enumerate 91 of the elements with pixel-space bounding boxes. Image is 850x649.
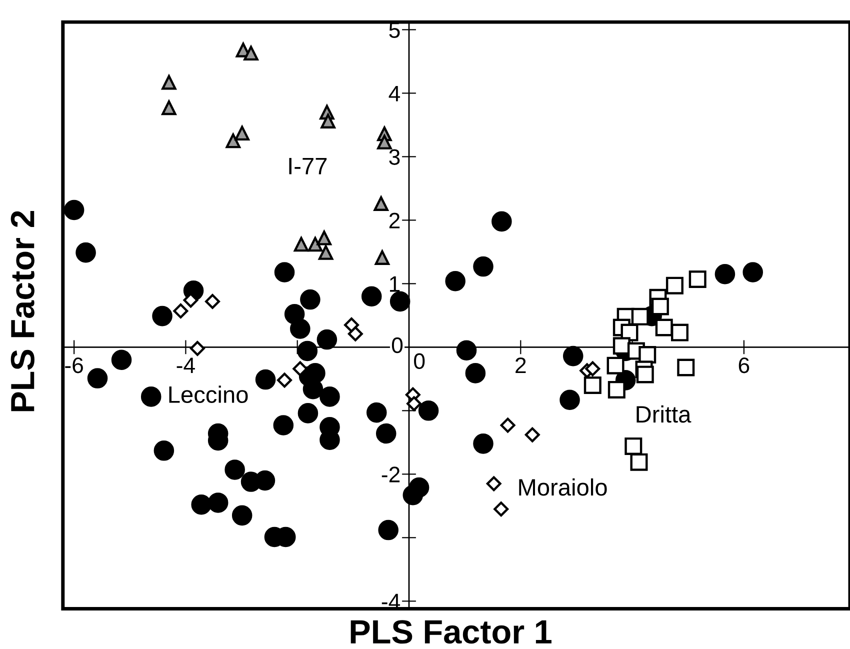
point: [624, 437, 642, 455]
y-axis-title: PLS Factor 2: [10, 210, 34, 412]
point: [308, 236, 323, 252]
y-tick-label: -2: [382, 466, 400, 482]
point: [585, 361, 600, 376]
y-tick-label: 3: [389, 149, 400, 165]
point: [244, 46, 258, 61]
point: [608, 380, 626, 398]
point: [154, 440, 174, 461]
point: [562, 346, 584, 366]
point: [486, 476, 502, 492]
point: [376, 423, 396, 444]
x-axis-title: PLS Factor 1: [350, 620, 552, 644]
point: [273, 415, 294, 436]
x-tick-label: -6: [65, 357, 83, 374]
point: [297, 340, 318, 362]
point: [670, 324, 688, 342]
point: [76, 242, 96, 263]
point: [524, 427, 540, 442]
point: [584, 376, 602, 394]
point: [162, 75, 176, 90]
series-label: I-77: [289, 158, 327, 174]
point: [473, 256, 494, 277]
point: [162, 100, 176, 116]
point: [677, 358, 695, 376]
point: [348, 326, 363, 342]
point: [406, 396, 422, 412]
point: [418, 400, 439, 421]
point: [191, 494, 212, 515]
series-label: Dritta: [636, 405, 692, 423]
point: [378, 520, 398, 540]
point: [190, 340, 205, 356]
point: [234, 126, 250, 141]
point: [320, 386, 340, 407]
point: [87, 368, 108, 388]
point: [666, 276, 684, 294]
x-tick-label: 2: [516, 357, 526, 373]
point: [298, 403, 318, 424]
point: [316, 329, 338, 350]
point: [290, 318, 310, 339]
point: [152, 306, 172, 326]
point: [366, 402, 387, 423]
point: [318, 245, 334, 260]
point: [374, 250, 390, 265]
point: [500, 418, 516, 433]
point: [226, 133, 241, 148]
x-tick-label: -4: [176, 358, 195, 373]
point: [630, 453, 648, 471]
y-tick-label: 4: [388, 86, 400, 102]
point: [292, 361, 308, 376]
point: [111, 350, 132, 370]
point: [64, 200, 84, 220]
point: [560, 390, 580, 410]
point: [465, 363, 486, 384]
point: [224, 460, 245, 480]
point: [456, 340, 477, 360]
point: [274, 262, 295, 282]
x-tick-label: 6: [738, 357, 750, 374]
y-tick-label: 0: [392, 337, 403, 354]
point: [361, 286, 382, 307]
point: [255, 369, 276, 390]
point: [320, 114, 336, 128]
point: [742, 262, 764, 282]
y-tick-label: 2: [389, 212, 400, 228]
point: [205, 294, 220, 309]
point: [374, 196, 388, 212]
point: [473, 434, 494, 454]
point: [445, 270, 466, 292]
point: [294, 236, 309, 252]
point: [714, 264, 736, 284]
point: [173, 303, 188, 318]
point: [494, 502, 509, 517]
point: [636, 366, 654, 384]
point: [300, 289, 320, 310]
x-tick-label: 0: [414, 353, 425, 370]
point: [492, 211, 512, 232]
point: [277, 372, 292, 388]
series-label: Leccino: [169, 386, 248, 404]
point: [402, 484, 424, 506]
point: [140, 386, 162, 407]
point: [390, 291, 410, 312]
point: [651, 298, 669, 316]
point: [688, 270, 706, 288]
y-tick-label: 1: [390, 276, 400, 292]
point: [631, 308, 649, 326]
point: [377, 134, 392, 150]
series-label: Moraiolo: [519, 478, 607, 496]
point: [208, 492, 228, 513]
point: [316, 230, 332, 246]
point: [232, 505, 252, 526]
point: [606, 356, 624, 374]
